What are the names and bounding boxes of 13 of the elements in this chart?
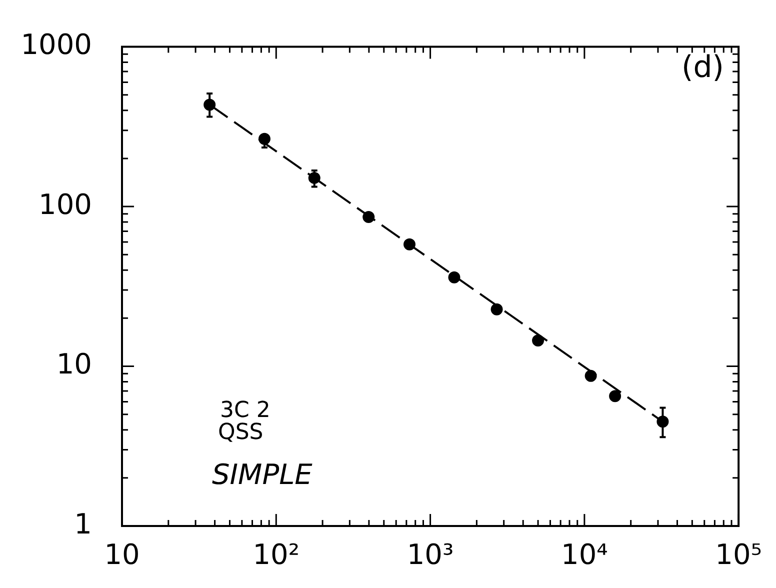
annotation: QSS bbox=[218, 420, 264, 445]
annotation: SIMPLE bbox=[212, 458, 312, 491]
x-tick-label: 10² bbox=[252, 538, 300, 572]
x-tick-label: 10⁴ bbox=[561, 538, 608, 572]
x-tick-label: 10 bbox=[104, 538, 140, 572]
y-tick-label: 10 bbox=[56, 348, 92, 381]
y-tick-label: 100 bbox=[38, 188, 92, 221]
annotation: (d) bbox=[682, 50, 724, 85]
y-tick-label: 1000 bbox=[20, 28, 92, 62]
annotation: 3C 2 bbox=[220, 398, 270, 423]
x-tick-label: 10⁵ bbox=[715, 538, 762, 572]
x-tick-label: 10³ bbox=[406, 538, 454, 572]
y-tick-label: 1 bbox=[74, 507, 92, 540]
